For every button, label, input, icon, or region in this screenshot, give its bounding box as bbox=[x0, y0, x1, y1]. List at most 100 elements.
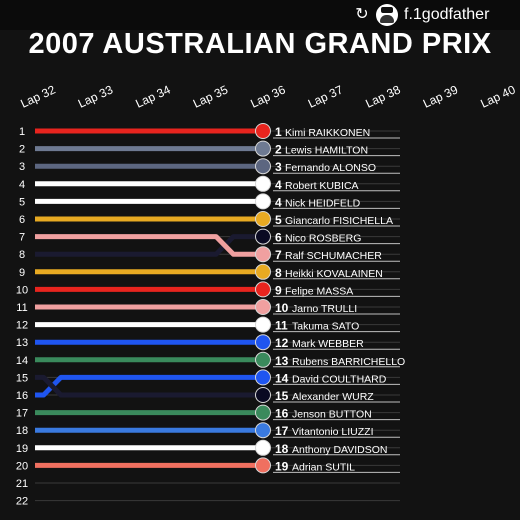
driver-position: 13 bbox=[275, 354, 289, 368]
position-label: 14 bbox=[16, 355, 28, 367]
series-line bbox=[35, 374, 265, 398]
position-label: 22 bbox=[16, 496, 28, 508]
driver-marker bbox=[255, 123, 271, 139]
repost-icon[interactable]: ↻ bbox=[355, 6, 369, 23]
driver-name: David COULTHARD bbox=[292, 373, 387, 385]
position-label: 9 bbox=[19, 267, 25, 279]
driver-position: 1 bbox=[275, 125, 282, 139]
driver-name: Nick HEIDFELD bbox=[285, 197, 361, 209]
lap-label: Lap 38 bbox=[363, 82, 402, 110]
series-line bbox=[35, 374, 265, 398]
position-label: 13 bbox=[16, 337, 28, 349]
driver-name: Kimi RAIKKONEN bbox=[285, 127, 370, 139]
lap-label: Lap 40 bbox=[478, 82, 517, 110]
driver-name: Giancarlo FISICHELLA bbox=[285, 215, 393, 227]
driver-name: Fernando ALONSO bbox=[285, 162, 376, 174]
position-label: 19 bbox=[16, 443, 28, 455]
driver-position: 9 bbox=[275, 283, 282, 297]
driver-marker bbox=[255, 369, 271, 386]
position-label: 1 bbox=[19, 126, 25, 138]
driver-name: Takuma SATO bbox=[292, 321, 359, 333]
driver-position: 3 bbox=[275, 160, 282, 174]
driver-marker bbox=[255, 387, 271, 403]
driver-name: Ralf SCHUMACHER bbox=[285, 250, 382, 262]
position-label: 21 bbox=[16, 478, 28, 490]
position-label: 3 bbox=[19, 161, 25, 173]
driver-position: 2 bbox=[275, 143, 282, 157]
lap-label: Lap 37 bbox=[306, 82, 345, 110]
driver-position: 7 bbox=[275, 248, 282, 262]
position-label: 5 bbox=[19, 196, 25, 208]
driver-position: 12 bbox=[275, 336, 289, 350]
driver-name: Nico ROSBERG bbox=[285, 233, 361, 245]
driver-position: 5 bbox=[275, 213, 282, 227]
driver-marker bbox=[255, 351, 271, 368]
driver-marker bbox=[255, 439, 271, 456]
driver-position: 8 bbox=[275, 266, 282, 280]
avatar[interactable] bbox=[376, 4, 398, 26]
series-line bbox=[35, 234, 265, 257]
driver-name: Mark WEBBER bbox=[292, 338, 364, 350]
driver-marker bbox=[255, 193, 271, 210]
position-label: 2 bbox=[19, 144, 25, 156]
driver-marker bbox=[255, 457, 271, 474]
driver-position: 4 bbox=[275, 178, 282, 192]
current-lap-markers bbox=[255, 123, 271, 474]
driver-marker bbox=[255, 263, 271, 280]
series-lines bbox=[35, 128, 265, 468]
driver-marker bbox=[255, 316, 271, 333]
account-handle[interactable]: f.1godfather bbox=[404, 6, 490, 23]
driver-position: 14 bbox=[275, 371, 289, 385]
position-label: 12 bbox=[16, 320, 28, 332]
position-label: 18 bbox=[16, 425, 28, 437]
driver-position: 6 bbox=[275, 231, 282, 245]
position-label: 15 bbox=[16, 372, 28, 384]
driver-name: Anthony DAVIDSON bbox=[292, 444, 388, 456]
lap-label: Lap 34 bbox=[133, 82, 172, 110]
driver-position: 18 bbox=[275, 442, 289, 456]
driver-position: 17 bbox=[275, 424, 289, 438]
driver-name: Robert KUBICA bbox=[285, 180, 359, 192]
position-label: 16 bbox=[16, 390, 28, 402]
driver-name: Jarno TRULLI bbox=[292, 303, 357, 315]
driver-position: 4 bbox=[275, 195, 282, 209]
driver-name: Alexander WURZ bbox=[292, 391, 374, 403]
position-label: 10 bbox=[16, 284, 28, 296]
lap-label: Lap 32 bbox=[18, 82, 57, 110]
chart-title: 2007 AUSTRALIAN GRAND PRIX bbox=[28, 28, 492, 60]
position-label: 4 bbox=[19, 179, 25, 191]
driver-name: Jenson BUTTON bbox=[292, 409, 372, 421]
series-line bbox=[35, 234, 265, 257]
driver-name: Lewis HAMILTON bbox=[285, 145, 368, 157]
driver-marker bbox=[255, 299, 271, 315]
position-label: 8 bbox=[19, 249, 25, 261]
lap-label: Lap 35 bbox=[191, 82, 230, 110]
position-label: 6 bbox=[19, 214, 25, 226]
lap-label: Lap 39 bbox=[421, 82, 460, 110]
position-label: 17 bbox=[16, 408, 28, 420]
driver-marker bbox=[255, 175, 271, 192]
driver-marker bbox=[255, 140, 271, 157]
driver-name: Heikki KOVALAINEN bbox=[285, 268, 383, 280]
driver-position: 11 bbox=[275, 319, 288, 333]
driver-marker bbox=[255, 422, 271, 439]
driver-marker bbox=[255, 281, 271, 298]
driver-marker bbox=[255, 211, 271, 227]
lap-axis: Lap 32 Lap 33 Lap 34 Lap 35 Lap 36 Lap 37 Lap … bbox=[18, 82, 517, 110]
driver-marker bbox=[255, 228, 271, 245]
driver-position: 15 bbox=[275, 389, 289, 403]
driver-position: 10 bbox=[275, 301, 289, 315]
driver-position: 16 bbox=[275, 407, 289, 421]
position-label: 7 bbox=[19, 232, 25, 244]
driver-name: Felipe MASSA bbox=[285, 285, 353, 297]
driver-marker bbox=[255, 334, 271, 351]
driver-name: Vitantonio LIUZZI bbox=[292, 426, 374, 438]
driver-position: 19 bbox=[275, 459, 289, 473]
position-label: 11 bbox=[16, 302, 27, 314]
lap-label: Lap 33 bbox=[76, 82, 115, 110]
driver-name: Adrian SUTIL bbox=[292, 461, 355, 473]
repost-bar: ↻ f.1godfather bbox=[0, 0, 520, 30]
